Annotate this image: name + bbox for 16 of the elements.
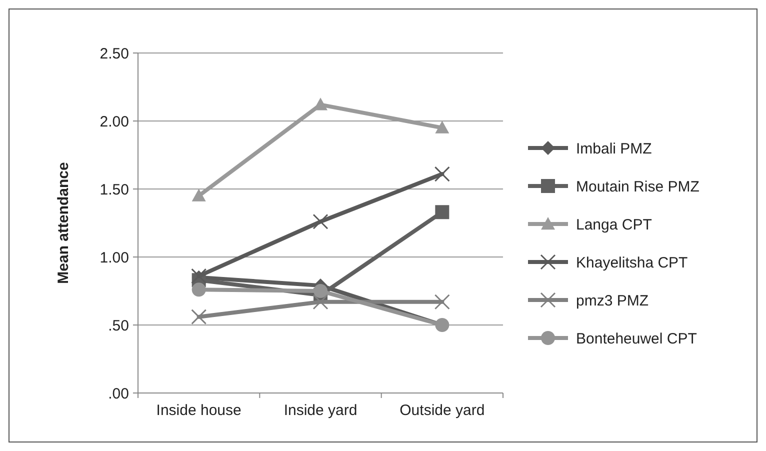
legend-label: Khayelitsha CPT [576, 254, 688, 272]
y-axis-title: Mean attendance [55, 162, 72, 284]
x-tick-label: Inside house [156, 402, 242, 419]
x-tick-label: Outside yard [400, 402, 485, 419]
y-tick-label: 1.00 [100, 249, 129, 266]
legend-label: Bonteheuwel CPT [576, 330, 697, 348]
y-tick-label: 2.50 [100, 45, 129, 62]
y-tick-label: 2.00 [100, 113, 129, 130]
y-tick-label: .00 [108, 385, 129, 402]
y-tick-label: .50 [108, 317, 129, 334]
legend-label: Imbali PMZ [576, 140, 652, 158]
legend-label: Langa CPT [576, 216, 652, 234]
x-tick-label: Inside yard [284, 402, 358, 419]
legend-label: pmz3 PMZ [576, 292, 649, 310]
y-tick-label: 1.50 [100, 181, 129, 198]
legend-label: Moutain Rise PMZ [576, 178, 700, 196]
